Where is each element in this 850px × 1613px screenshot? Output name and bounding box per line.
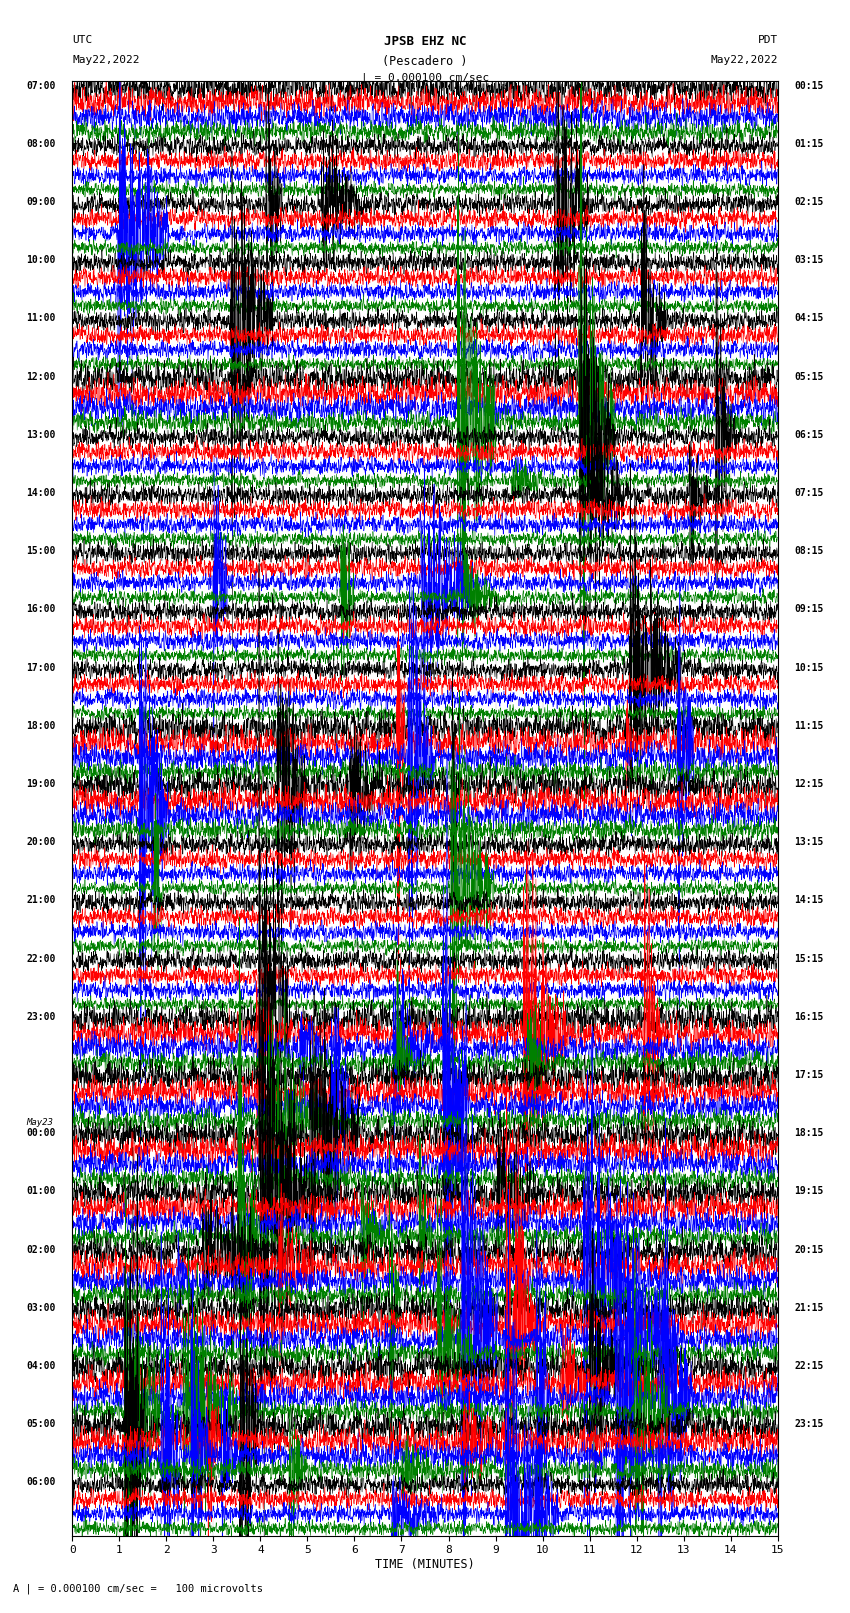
Text: 13:00: 13:00 [26, 429, 56, 440]
Text: 09:00: 09:00 [26, 197, 56, 206]
Text: 03:00: 03:00 [26, 1303, 56, 1313]
Text: 23:15: 23:15 [794, 1419, 824, 1429]
Text: 01:00: 01:00 [26, 1187, 56, 1197]
Text: 19:15: 19:15 [794, 1187, 824, 1197]
Text: 10:00: 10:00 [26, 255, 56, 265]
Text: May23: May23 [26, 1118, 54, 1127]
Text: 17:15: 17:15 [794, 1069, 824, 1081]
Text: (Pescadero ): (Pescadero ) [382, 55, 468, 68]
Text: May22,2022: May22,2022 [72, 55, 139, 65]
Text: 17:00: 17:00 [26, 663, 56, 673]
Text: 08:00: 08:00 [26, 139, 56, 148]
Text: | = 0.000100 cm/sec: | = 0.000100 cm/sec [361, 73, 489, 84]
Text: 01:15: 01:15 [794, 139, 824, 148]
Text: 15:15: 15:15 [794, 953, 824, 963]
Text: UTC: UTC [72, 35, 93, 45]
Text: 18:00: 18:00 [26, 721, 56, 731]
Text: 07:15: 07:15 [794, 489, 824, 498]
Text: 11:00: 11:00 [26, 313, 56, 324]
Text: 18:15: 18:15 [794, 1127, 824, 1139]
Text: 22:00: 22:00 [26, 953, 56, 963]
Text: 02:15: 02:15 [794, 197, 824, 206]
Text: 04:00: 04:00 [26, 1361, 56, 1371]
Text: 15:00: 15:00 [26, 547, 56, 556]
Text: 14:00: 14:00 [26, 489, 56, 498]
Text: 02:00: 02:00 [26, 1245, 56, 1255]
Text: 11:15: 11:15 [794, 721, 824, 731]
Text: 12:15: 12:15 [794, 779, 824, 789]
Text: 16:00: 16:00 [26, 605, 56, 615]
Text: 16:15: 16:15 [794, 1011, 824, 1021]
Text: 20:15: 20:15 [794, 1245, 824, 1255]
Text: 07:00: 07:00 [26, 81, 56, 90]
Text: JPSB EHZ NC: JPSB EHZ NC [383, 35, 467, 48]
Text: 21:15: 21:15 [794, 1303, 824, 1313]
Text: 04:15: 04:15 [794, 313, 824, 324]
Text: 05:00: 05:00 [26, 1419, 56, 1429]
Text: 13:15: 13:15 [794, 837, 824, 847]
Text: 00:00: 00:00 [26, 1127, 56, 1139]
Text: 21:00: 21:00 [26, 895, 56, 905]
Text: May22,2022: May22,2022 [711, 55, 778, 65]
Text: 06:00: 06:00 [26, 1478, 56, 1487]
Text: 20:00: 20:00 [26, 837, 56, 847]
Text: 00:15: 00:15 [794, 81, 824, 90]
Text: PDT: PDT [757, 35, 778, 45]
Text: 09:15: 09:15 [794, 605, 824, 615]
Text: 03:15: 03:15 [794, 255, 824, 265]
Text: 23:00: 23:00 [26, 1011, 56, 1021]
Text: 08:15: 08:15 [794, 547, 824, 556]
X-axis label: TIME (MINUTES): TIME (MINUTES) [375, 1558, 475, 1571]
Text: 22:15: 22:15 [794, 1361, 824, 1371]
Text: 06:15: 06:15 [794, 429, 824, 440]
Text: 05:15: 05:15 [794, 371, 824, 382]
Text: A | = 0.000100 cm/sec =   100 microvolts: A | = 0.000100 cm/sec = 100 microvolts [13, 1582, 263, 1594]
Text: 12:00: 12:00 [26, 371, 56, 382]
Text: 10:15: 10:15 [794, 663, 824, 673]
Text: 19:00: 19:00 [26, 779, 56, 789]
Text: 14:15: 14:15 [794, 895, 824, 905]
